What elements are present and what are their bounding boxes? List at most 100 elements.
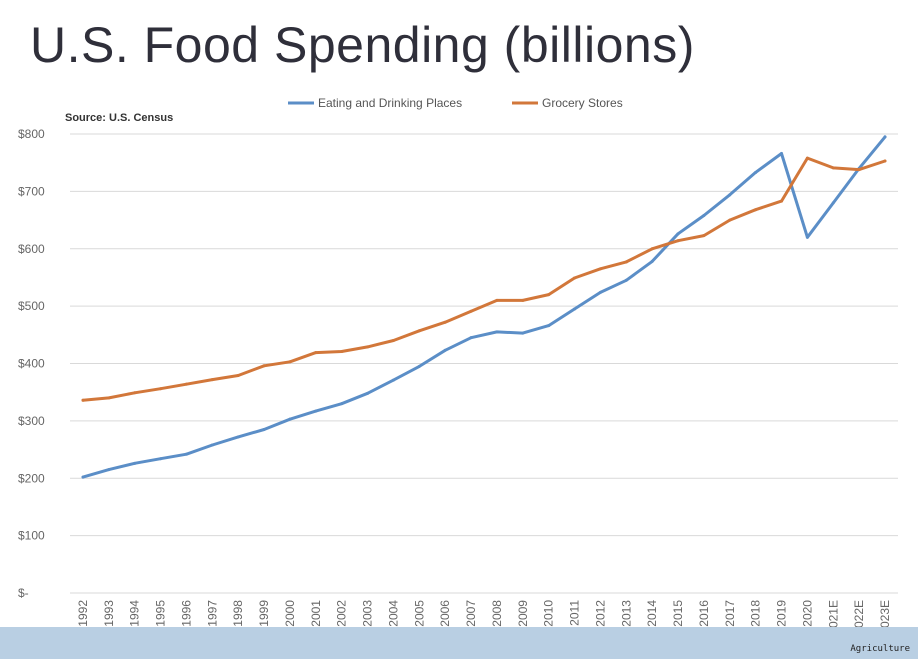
data-point [210, 378, 214, 382]
data-point [702, 213, 706, 217]
x-axis: 1992 1993 1994 1995 1996 1997 1998 1999 2000 2001… [76, 600, 892, 635]
data-point [366, 391, 370, 395]
x-tick-label: 2007 [464, 600, 478, 627]
x-tick-label: 2020 [800, 600, 814, 627]
data-point [184, 382, 188, 386]
y-tick-label: $800 [18, 127, 45, 141]
legend: Eating and Drinking Places Grocery Stores [288, 96, 623, 110]
data-point [857, 168, 861, 172]
data-point [883, 135, 887, 139]
y-tick-label: $300 [18, 414, 45, 428]
data-point [650, 259, 654, 263]
x-tick-label: 2004 [386, 600, 400, 627]
data-point [236, 374, 240, 378]
data-point [236, 435, 240, 439]
x-tick-label: 2000 [283, 600, 297, 627]
data-point [81, 398, 85, 402]
data-point [417, 329, 421, 333]
x-tick-label: 2009 [516, 600, 530, 627]
x-tick-label: 2019 [775, 600, 789, 627]
footer-tag: Agriculture [850, 644, 910, 654]
data-point [133, 391, 137, 395]
data-point [883, 159, 887, 163]
x-tick-label: 2021E [826, 600, 840, 635]
x-tick-label: 2018 [749, 600, 763, 627]
source-note: Source: U.S. Census [65, 112, 174, 124]
y-tick-label: $500 [18, 299, 45, 313]
data-point [676, 239, 680, 243]
data-point [159, 387, 163, 391]
data-point [443, 320, 447, 324]
data-point [831, 201, 835, 205]
x-tick-label: 1994 [128, 600, 142, 627]
legend-label: Grocery Stores [542, 96, 623, 110]
series-line-0 [81, 135, 887, 479]
x-tick-label: 2006 [438, 600, 452, 627]
x-tick-label: 2002 [335, 600, 349, 627]
x-tick-label: 2022E [852, 600, 866, 635]
data-point [805, 235, 809, 239]
x-tick-label: 2010 [542, 600, 556, 627]
x-tick-label: 1999 [257, 600, 271, 627]
x-tick-label: 2014 [645, 600, 659, 627]
data-point [780, 199, 784, 203]
x-tick-label: 2011 [568, 600, 582, 626]
x-tick-label: 1995 [154, 600, 168, 627]
data-point [340, 402, 344, 406]
data-point [262, 364, 266, 368]
x-tick-label: 2001 [309, 600, 323, 627]
data-point [521, 331, 525, 335]
data-point [288, 417, 292, 421]
y-tick-label: $700 [18, 184, 45, 198]
data-point [676, 232, 680, 236]
data-point [495, 330, 499, 334]
data-point [624, 260, 628, 264]
x-tick-label: 2005 [412, 600, 426, 627]
data-point [573, 307, 577, 311]
x-tick-label: 1993 [102, 600, 116, 627]
x-tick-label: 1998 [231, 600, 245, 627]
data-point [598, 290, 602, 294]
data-point [340, 349, 344, 353]
y-tick-label: $400 [18, 357, 45, 371]
data-point [391, 339, 395, 343]
data-point [573, 276, 577, 280]
x-tick-label: 1996 [179, 600, 193, 627]
data-point [805, 156, 809, 160]
legend-label: Eating and Drinking Places [318, 96, 462, 110]
y-axis: $- $100 $200 $300 $400 $500 $600 $700 $800 [18, 127, 45, 600]
data-point [728, 193, 732, 197]
data-point [314, 351, 318, 355]
data-point [702, 234, 706, 238]
series-lines [81, 135, 887, 479]
data-point [650, 247, 654, 251]
x-tick-label: 2013 [619, 600, 633, 627]
data-point [81, 475, 85, 479]
x-tick-label: 1997 [205, 600, 219, 627]
data-point [184, 452, 188, 456]
data-point [754, 170, 758, 174]
data-point [314, 409, 318, 413]
x-tick-label: 2003 [361, 600, 375, 627]
data-point [495, 298, 499, 302]
data-point [133, 461, 137, 465]
data-point [728, 218, 732, 222]
data-point [288, 360, 292, 364]
x-tick-label: 2015 [671, 600, 685, 627]
y-tick-label: $600 [18, 242, 45, 256]
data-point [831, 166, 835, 170]
page-title: U.S. Food Spending (billions) [30, 17, 695, 73]
data-point [598, 267, 602, 271]
data-point [547, 324, 551, 328]
data-point [210, 443, 214, 447]
data-point [417, 364, 421, 368]
x-tick-label: 1992 [76, 600, 90, 627]
footer-band [0, 627, 918, 659]
data-point [366, 345, 370, 349]
y-tick-label: $100 [18, 529, 45, 543]
data-point [443, 348, 447, 352]
data-point [262, 427, 266, 431]
data-point [754, 208, 758, 212]
data-point [547, 293, 551, 297]
